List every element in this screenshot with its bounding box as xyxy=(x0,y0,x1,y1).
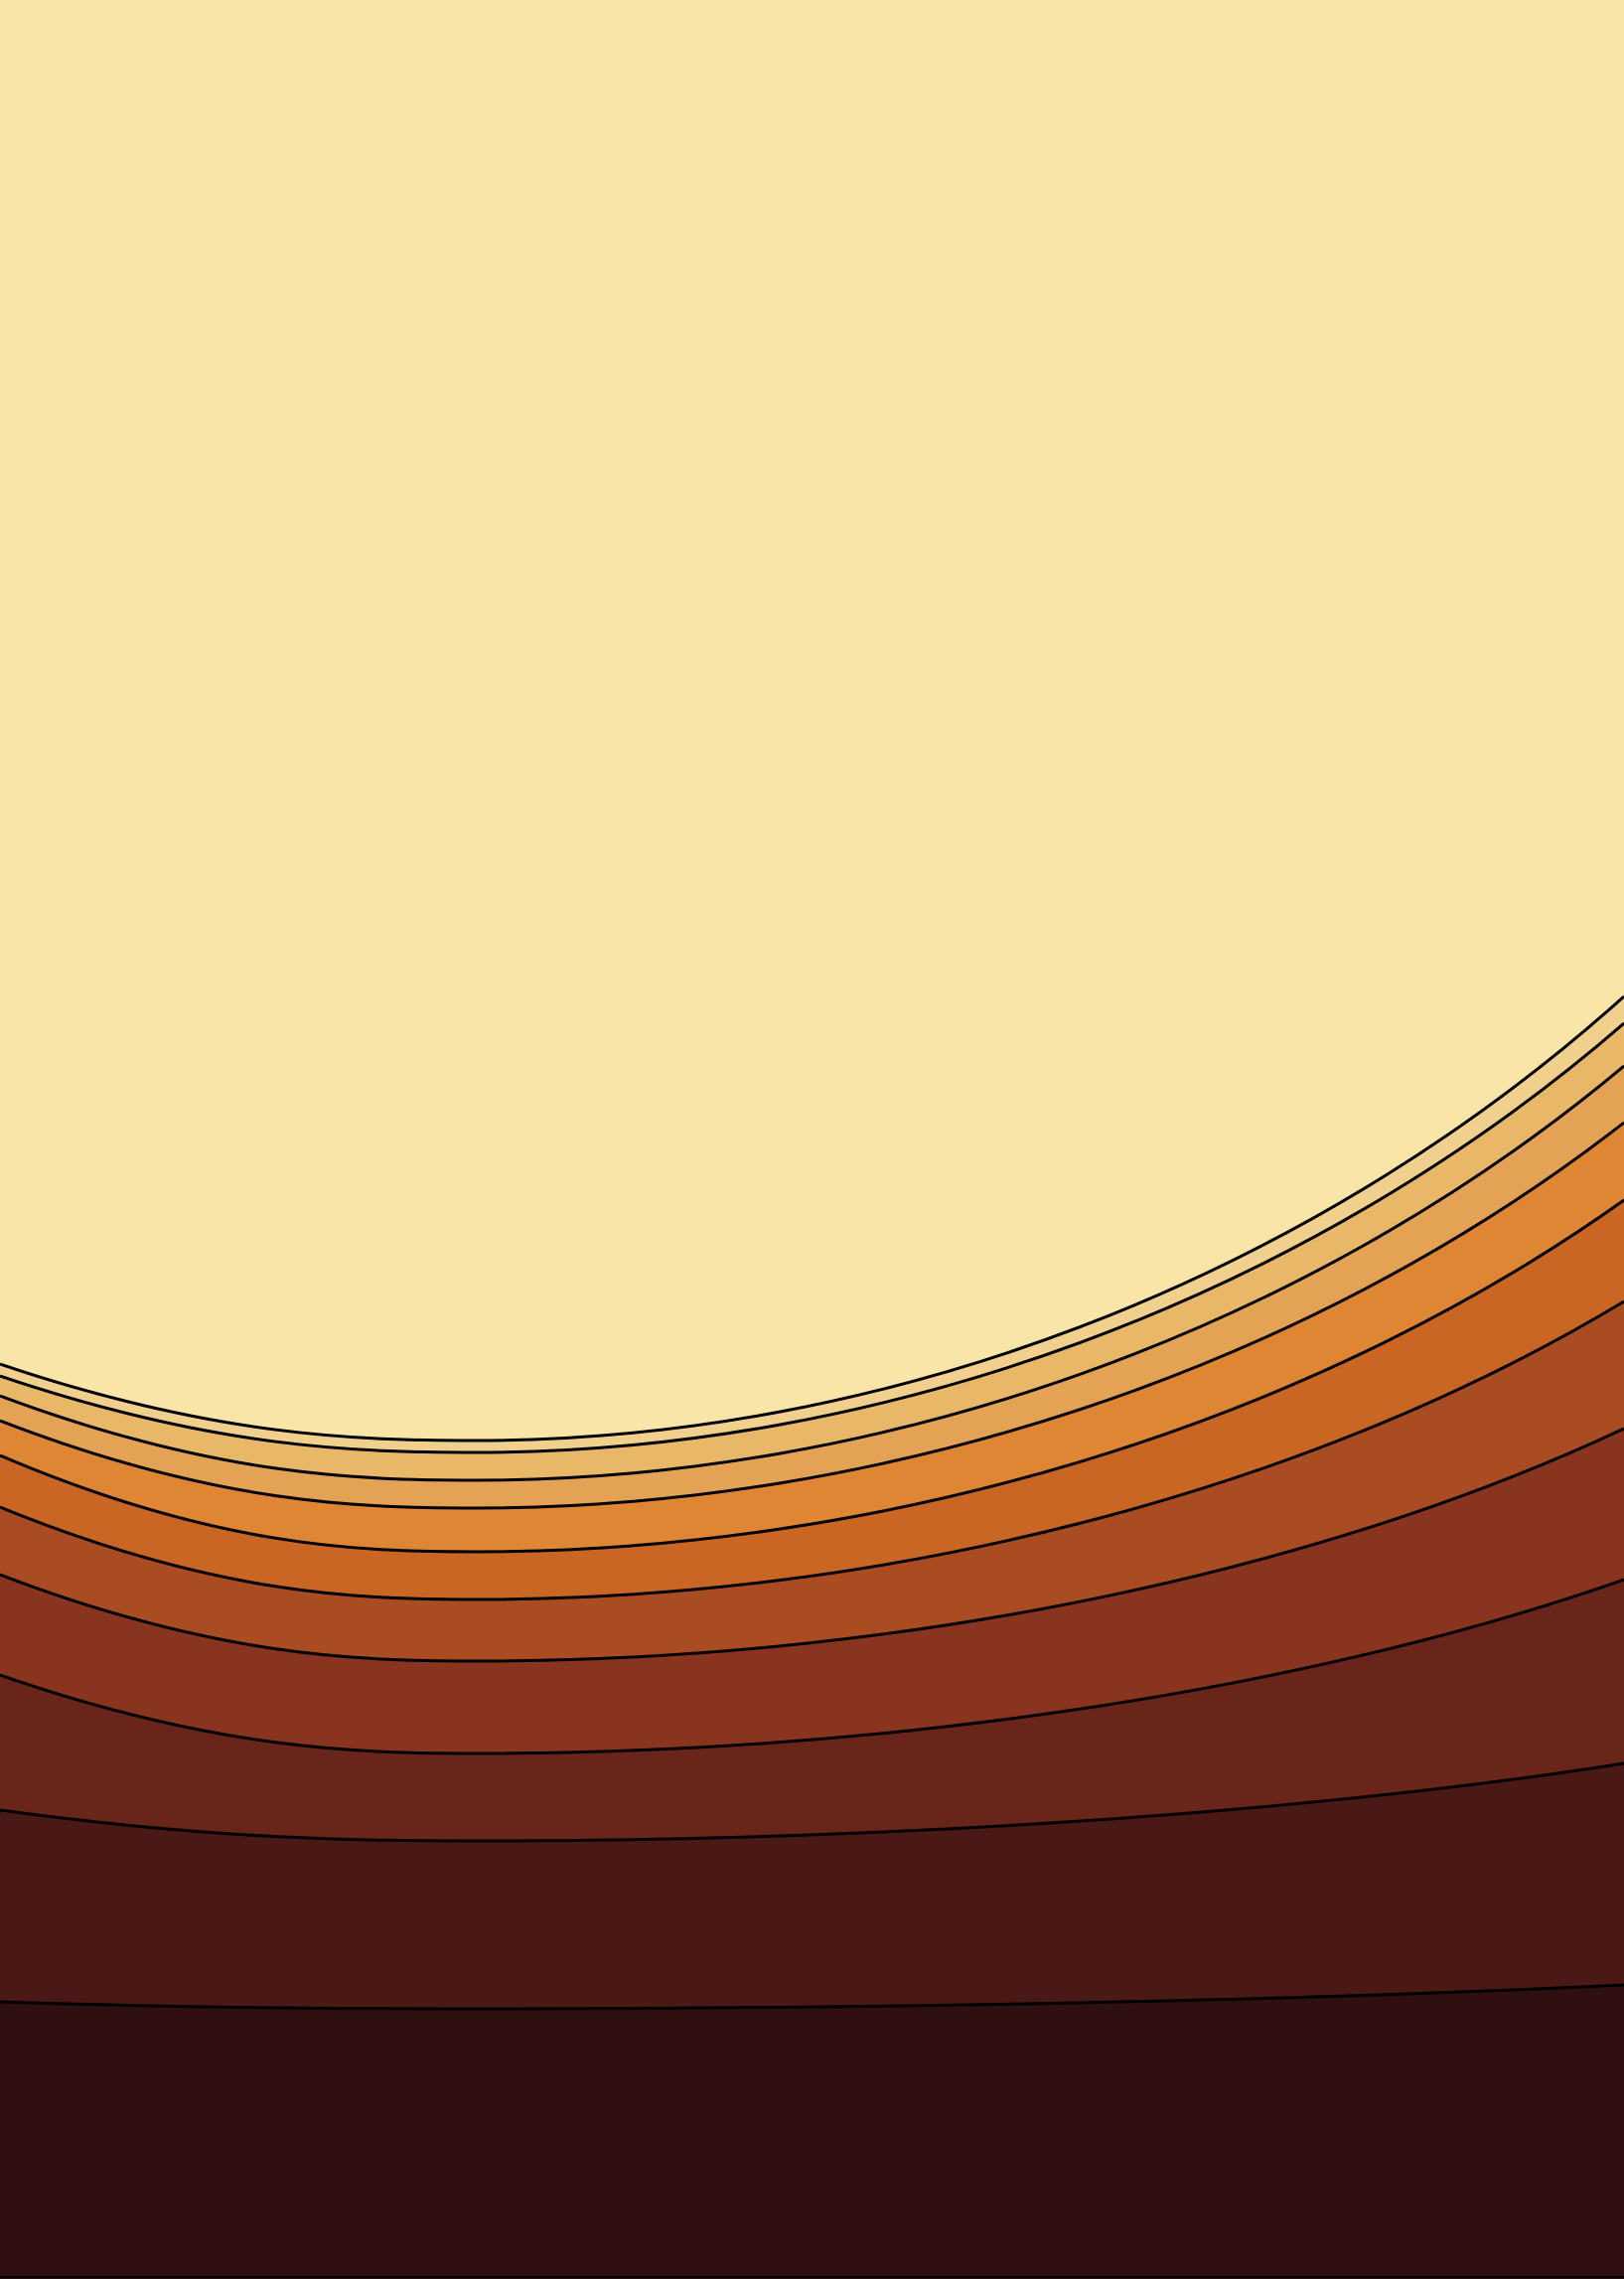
band-outline-4 xyxy=(0,1121,1624,1510)
band-outline-1 xyxy=(0,994,1624,1443)
band-outline-10 xyxy=(0,1983,1624,2011)
band-outline-9 xyxy=(0,1761,1624,1843)
band-outline-2 xyxy=(0,1021,1624,1454)
band-10 xyxy=(0,1985,1624,2279)
band-outline-5 xyxy=(0,1198,1624,1554)
band-outline-8 xyxy=(0,1578,1624,1755)
band-outline-3 xyxy=(0,1064,1624,1482)
band-outline-7 xyxy=(0,1427,1624,1663)
band-outline-6 xyxy=(0,1299,1624,1601)
